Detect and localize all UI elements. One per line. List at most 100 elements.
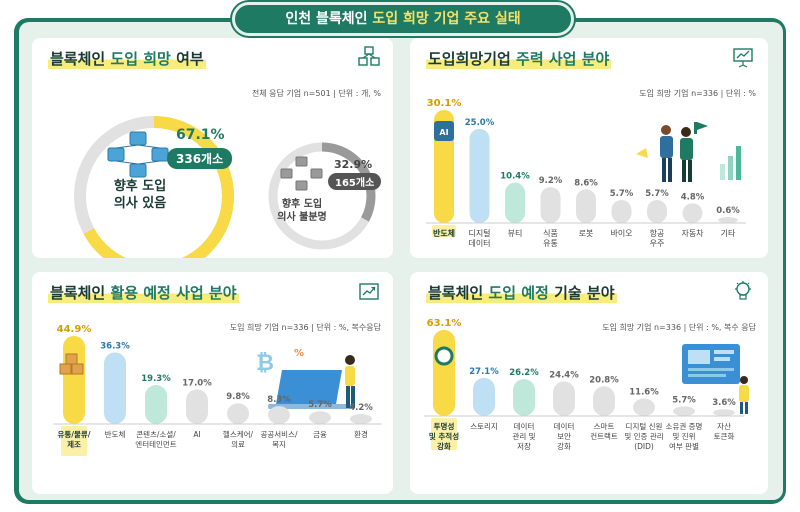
bar-1 [469,128,490,223]
yes-label: 향후 도입 의사 있음 [113,179,167,211]
category-label-2-2: 저장 [517,441,531,451]
svg-text:%: % [294,348,304,359]
category-label-3-1: 보안 [557,431,571,441]
business-people-icon [636,122,741,182]
panel-planned-tech: 블록체인 도입 예정 기술 분야 도입 희망 기업 n=336 | 단위 : %… [410,272,768,494]
highlight-label-bg [432,225,456,237]
bar-value-label-0: 63.1% [427,318,462,329]
category-label-7-0: 자산 [717,421,731,431]
donut-arc-yes [74,116,234,258]
bar-7 [682,203,703,223]
category-label-2-0: 콘텐츠/소셜/ [136,429,176,439]
network-cubes-icon [107,131,169,178]
category-label-6-0: 금융 [313,430,327,439]
no-count-badge: 165개소 [328,173,382,190]
panel1-title: 블록체인 도입 희망 여부 [48,48,206,69]
chart-planned-business: 44.9% 유통/물류/제조 36.3% 반도체 19.3% 콘텐츠/소셜/엔터테인먼트 1… [53,324,382,456]
category-label-7-0: 자동차 [681,229,704,238]
bar-value-label-0: 30.1% [427,98,462,109]
category-label-3-1: 유통 [543,239,558,248]
category-label-8-0: 기타 [721,229,736,238]
bar-value-label-8: 0.6% [716,206,740,216]
category-label-2-1: 관리 및 [512,431,535,441]
dashboard-person-icon [682,344,749,414]
category-label-0-1: 및 추적성 [429,431,459,441]
svg-text:₿: ₿ [256,351,274,376]
panel4-title: 블록체인 도입 예정 기술 분야 [426,282,617,303]
category-label-2-1: 엔터테인먼트 [135,439,176,449]
category-label-4-1: 컨트랙트 [590,431,618,441]
laptop-crypto-icon: ₿ % [256,348,355,409]
category-label-7-1: 토큰화 [714,432,735,441]
bar-6 [309,411,331,424]
growth-chart-icon [359,283,379,300]
panel2-title: 도입희망기업 주력 사업 분야 [426,48,612,69]
bar-value-label-1: 36.3% [100,341,130,351]
bar-value-label-6: 5.7% [645,189,669,199]
category-label-3-2: 강화 [557,441,571,451]
main-banner: 인천 블록체인 도입 희망 기업 주요 실태 [232,2,574,36]
bar-value-label-6: 5.7% [308,400,332,410]
bar-value-label-3: 24.4% [549,370,579,380]
bar-5 [268,406,290,424]
category-label-3-0: AI [193,430,200,439]
bar-1 [104,352,126,424]
category-label-6-0: 소유권 증명 [666,421,703,431]
bar-3 [186,389,208,424]
bar-value-label-7: 4.2% [349,403,373,413]
bar-value-label-6: 5.7% [672,395,696,405]
bar-value-label-7: 3.6% [712,398,736,408]
bar-value-label-5: 5.7% [610,189,634,199]
bar-value-label-5: 8.3% [267,395,291,405]
presentation-chart-icon [733,48,753,68]
yes-percent: 67.1% [176,127,225,143]
category-label-4-0: 로봇 [579,229,594,238]
bar-value-label-1: 27.1% [469,367,499,377]
category-label-6-1: 우주 [650,239,665,248]
bar-value-label-4: 20.8% [589,375,619,385]
gray-cubes-icon [280,156,323,191]
category-label-6-0: 항공 [650,229,665,238]
bar-5 [633,398,655,416]
panel1-note: 전체 응답 기업 n=501 | 단위 : 개, % [251,89,381,98]
donut-chart [74,116,376,258]
bar-value-label-0: 44.9% [57,324,92,335]
highlight-label-bg [61,426,87,456]
donut-arc-no [268,142,376,250]
category-label-0-2: 강화 [437,441,451,451]
bar-0 [433,329,455,416]
blockchain-icon [358,46,380,66]
category-label-0-0: 반도체 [433,228,455,238]
bar-2 [145,385,167,424]
category-label-0-1: 제조 [67,439,81,449]
category-label-3-0: 식품 [543,229,558,238]
bar-4 [576,189,596,223]
category-label-1-0: 스토리지 [470,422,498,431]
category-label-7-0: 환경 [354,429,368,439]
bar-4 [227,403,249,424]
bar-8 [718,217,738,223]
category-label-4-0: 헬스케어/ [223,429,254,439]
category-label-4-1: 의료 [231,439,245,449]
bar-value-label-7: 4.8% [681,192,705,202]
category-label-5-1: 및 인증 관리 [624,431,663,441]
bar-value-label-3: 9.2% [539,176,563,186]
yes-count-badge: 336개소 [167,148,233,169]
category-label-5-0: 바이오 [610,228,632,238]
category-label-5-2: (DID) [634,442,654,451]
category-label-5-0: 디지털 신원 [626,422,663,431]
category-label-5-0: 공공서비스/ [260,430,297,439]
category-label-2-0: 뷰티 [508,229,523,238]
bar-2 [505,182,525,223]
category-label-4-0: 스마트 [594,422,615,431]
magnifier-icon [434,346,454,366]
ai-chip-icon: AI [434,121,454,141]
bar-7 [713,409,735,416]
bar-6 [647,199,667,223]
bar-7 [350,413,372,424]
ai-chip-label: AI [439,128,448,137]
category-label-5-1: 복지 [272,440,286,449]
panel-planned-business: 블록체인 활용 예정 사업 분야 도입 희망 기업 n=336 | 단위 : %… [32,272,393,494]
category-label-0-0: 유통/물류/ [57,430,90,439]
